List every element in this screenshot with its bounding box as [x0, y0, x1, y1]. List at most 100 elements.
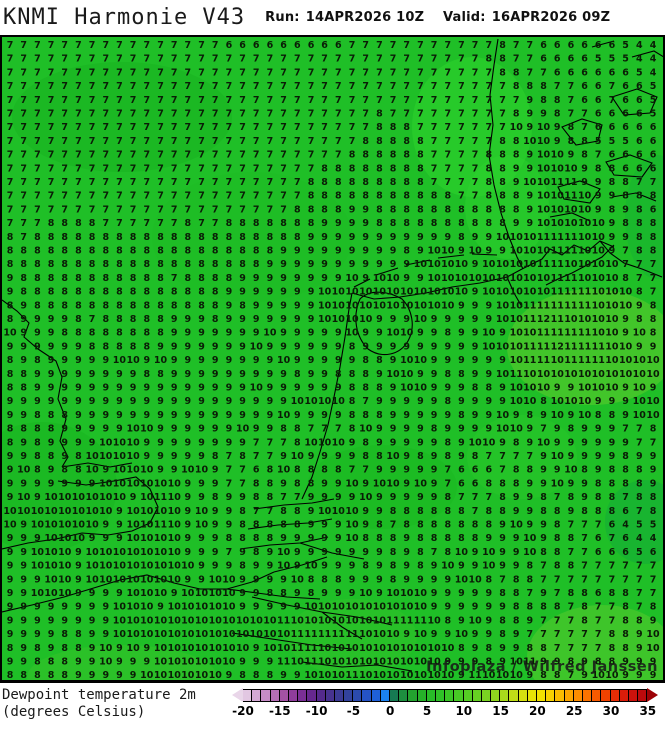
svg-text:9: 9: [226, 355, 233, 366]
svg-text:10: 10: [181, 629, 195, 640]
svg-text:7: 7: [390, 109, 397, 120]
svg-text:9: 9: [212, 547, 219, 558]
svg-text:9: 9: [595, 451, 602, 462]
svg-text:8: 8: [267, 218, 274, 229]
svg-text:7: 7: [89, 40, 96, 51]
svg-text:10: 10: [537, 150, 551, 161]
svg-text:6: 6: [622, 122, 629, 133]
svg-text:9: 9: [143, 451, 150, 462]
svg-text:8: 8: [595, 492, 602, 503]
svg-text:8: 8: [34, 670, 41, 681]
svg-text:10: 10: [564, 465, 578, 476]
svg-text:10: 10: [3, 520, 17, 531]
svg-text:9: 9: [554, 122, 561, 133]
svg-text:4: 4: [622, 520, 629, 531]
svg-text:9: 9: [198, 410, 205, 421]
svg-text:10: 10: [318, 314, 332, 325]
svg-text:8: 8: [89, 259, 96, 270]
svg-text:9: 9: [526, 191, 533, 202]
svg-text:8: 8: [362, 136, 369, 147]
svg-text:9: 9: [143, 410, 150, 421]
svg-text:7: 7: [198, 136, 205, 147]
svg-text:8: 8: [568, 533, 575, 544]
svg-text:10: 10: [523, 287, 537, 298]
svg-text:9: 9: [7, 561, 14, 572]
svg-text:9: 9: [48, 478, 55, 489]
svg-text:9: 9: [239, 588, 246, 599]
svg-text:9: 9: [267, 341, 274, 352]
svg-text:9: 9: [226, 314, 233, 325]
svg-text:10: 10: [496, 287, 510, 298]
svg-text:10: 10: [345, 478, 359, 489]
svg-text:8: 8: [102, 341, 109, 352]
svg-text:8: 8: [554, 547, 561, 558]
svg-text:7: 7: [431, 54, 438, 65]
svg-text:8: 8: [595, 506, 602, 517]
svg-text:9: 9: [198, 574, 205, 585]
svg-text:7: 7: [34, 204, 41, 215]
svg-text:9: 9: [472, 547, 479, 558]
svg-text:8: 8: [540, 643, 547, 654]
svg-text:9: 9: [581, 492, 588, 503]
svg-text:7: 7: [34, 81, 41, 92]
svg-text:8: 8: [48, 300, 55, 311]
colorbar-tick-label: 25: [565, 704, 583, 718]
svg-text:7: 7: [444, 177, 451, 188]
svg-text:8: 8: [349, 341, 356, 352]
svg-text:7: 7: [157, 204, 164, 215]
svg-text:7: 7: [48, 191, 55, 202]
svg-text:10: 10: [510, 246, 524, 257]
svg-text:6: 6: [253, 465, 260, 476]
svg-text:8: 8: [458, 218, 465, 229]
svg-text:7: 7: [7, 67, 14, 78]
svg-text:9: 9: [390, 355, 397, 366]
svg-text:10: 10: [441, 670, 455, 681]
svg-text:9: 9: [171, 328, 178, 339]
svg-text:9: 9: [102, 602, 109, 613]
svg-text:11: 11: [551, 328, 564, 339]
svg-text:10: 10: [386, 451, 400, 462]
svg-text:7: 7: [472, 506, 479, 517]
svg-text:8: 8: [554, 561, 561, 572]
svg-text:9: 9: [513, 547, 520, 558]
svg-text:9: 9: [61, 383, 68, 394]
svg-text:10: 10: [99, 492, 113, 503]
svg-text:10: 10: [181, 465, 195, 476]
svg-text:8: 8: [212, 492, 219, 503]
svg-text:8: 8: [349, 383, 356, 394]
svg-text:8: 8: [239, 506, 246, 517]
svg-text:8: 8: [636, 465, 643, 476]
svg-text:7: 7: [294, 95, 301, 106]
svg-text:10: 10: [592, 218, 606, 229]
svg-text:7: 7: [499, 95, 506, 106]
svg-text:9: 9: [403, 437, 410, 448]
svg-text:7: 7: [226, 95, 233, 106]
svg-text:8: 8: [403, 122, 410, 133]
svg-text:9: 9: [34, 602, 41, 613]
svg-text:11: 11: [537, 259, 550, 270]
svg-text:9: 9: [513, 163, 520, 174]
svg-text:8: 8: [540, 95, 547, 106]
svg-text:8: 8: [116, 273, 123, 284]
svg-text:9: 9: [280, 602, 287, 613]
svg-text:7: 7: [390, 67, 397, 78]
svg-text:7: 7: [212, 81, 219, 92]
svg-text:10: 10: [277, 629, 291, 640]
svg-text:10: 10: [31, 588, 45, 599]
svg-text:10: 10: [551, 355, 565, 366]
svg-text:11: 11: [345, 670, 358, 681]
svg-text:10: 10: [126, 465, 140, 476]
svg-text:7: 7: [157, 81, 164, 92]
svg-text:9: 9: [294, 328, 301, 339]
svg-text:7: 7: [226, 54, 233, 65]
svg-text:7: 7: [485, 67, 492, 78]
svg-text:7: 7: [212, 191, 219, 202]
svg-text:10: 10: [236, 615, 250, 626]
svg-text:7: 7: [212, 67, 219, 78]
svg-text:10: 10: [633, 396, 647, 407]
svg-text:8: 8: [34, 287, 41, 298]
svg-text:9: 9: [622, 437, 629, 448]
svg-text:10: 10: [523, 328, 537, 339]
svg-text:9: 9: [499, 657, 506, 668]
svg-text:9: 9: [526, 506, 533, 517]
